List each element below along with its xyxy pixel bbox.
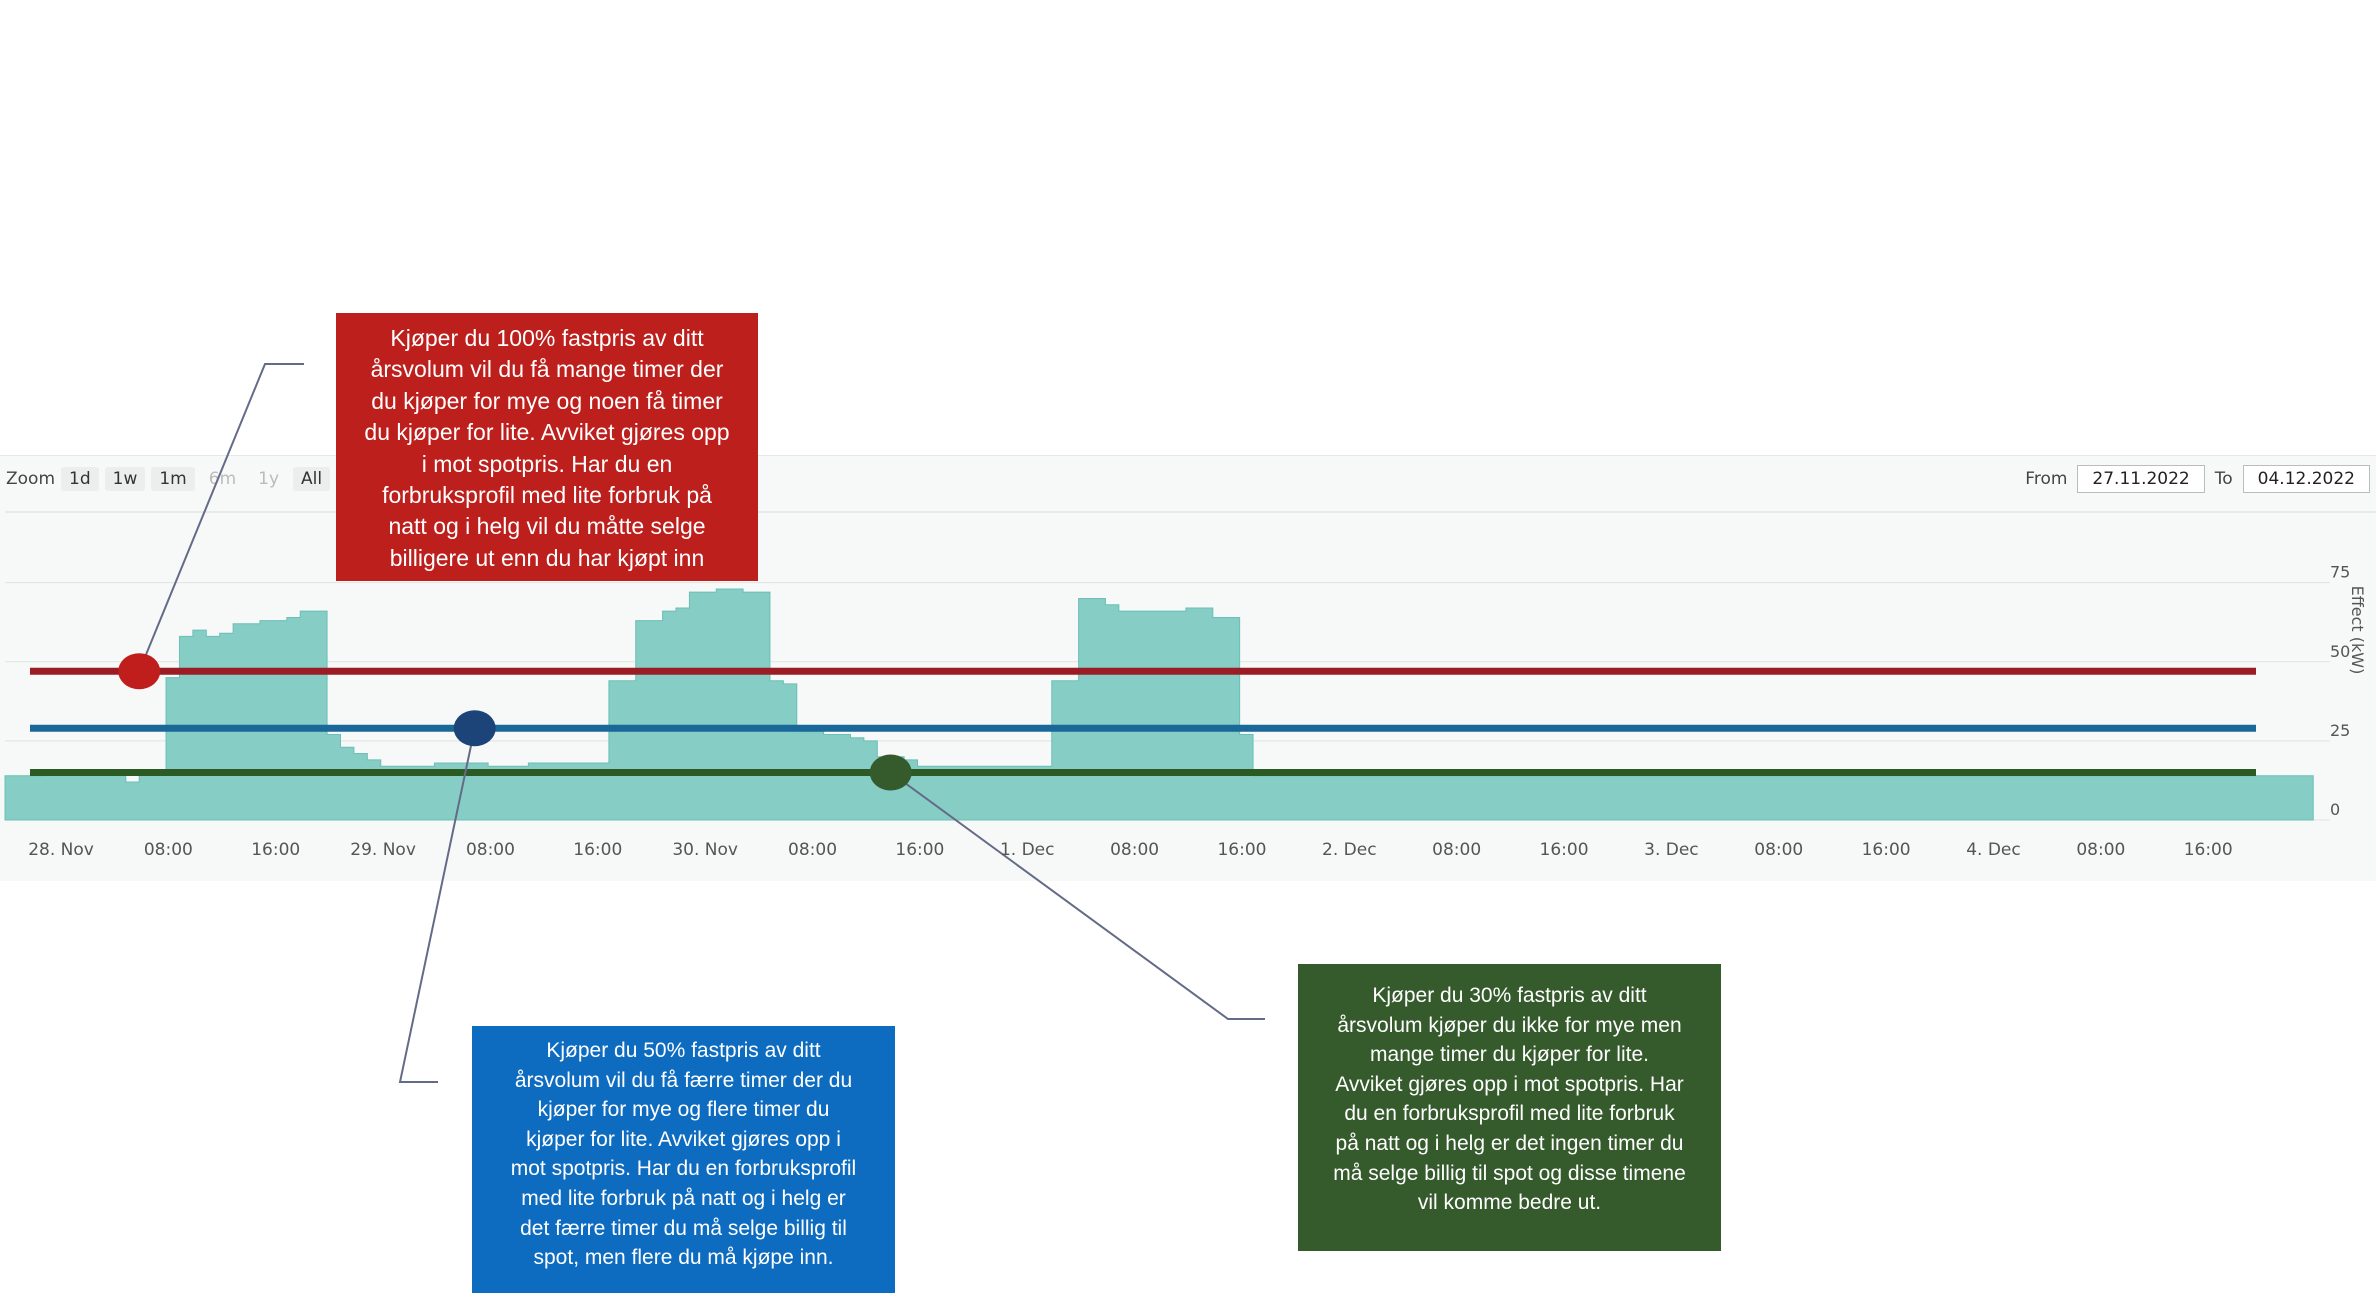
- zoom-1w-button[interactable]: 1w: [104, 467, 146, 491]
- zoom-1m-button[interactable]: 1m: [151, 467, 195, 491]
- x-tick-label: 30. Nov: [672, 840, 738, 860]
- y-tick-label: 0: [2330, 800, 2340, 819]
- x-tick-label: 16:00: [573, 840, 622, 860]
- callout-line: mot spotpris. Har du en forbruksprofil: [510, 1157, 857, 1181]
- callout-line: spot, men flere du må kjøpe inn.: [533, 1246, 834, 1270]
- marker-30-percent: [869, 754, 912, 791]
- zoom-1y-button[interactable]: 1y: [258, 469, 280, 489]
- from-date-input[interactable]: 27.11.2022: [2077, 465, 2205, 493]
- y-tick-label: 50: [2330, 642, 2350, 661]
- marker-50-percent: [453, 710, 496, 747]
- leader-line-30-percent: [890, 771, 1265, 1020]
- callout-line: med lite forbruk på natt og i helg er: [521, 1186, 846, 1210]
- x-tick-label: 28. Nov: [28, 840, 94, 860]
- callout-line: på natt og i helg er det ingen timer du: [1335, 1131, 1684, 1155]
- callout-line: du kjøper for mye og noen få timer: [371, 387, 723, 414]
- x-tick-label: 16:00: [895, 840, 944, 860]
- callout-line: du en forbruksprofil med lite forbruk: [1344, 1102, 1675, 1126]
- to-label: To: [2214, 469, 2233, 489]
- callout-line: natt og i helg vil du måtte selge: [388, 513, 706, 540]
- leader-line-100-percent: [138, 363, 304, 672]
- x-tick-label: 3. Dec: [1644, 840, 1699, 860]
- x-tick-label: 08:00: [1754, 840, 1803, 860]
- x-tick-label: 1. Dec: [1000, 840, 1055, 860]
- callout-line: mange timer du kjøper for lite.: [1370, 1043, 1649, 1067]
- callout-50-percent: Kjøper du 50% fastpris av ditt årsvolum …: [472, 1026, 895, 1293]
- x-tick-label: 16:00: [1540, 840, 1589, 860]
- zoom-all-button[interactable]: All: [293, 467, 331, 491]
- callout-line: du kjøper for lite. Avviket gjøres opp: [364, 419, 730, 446]
- x-tick-label: 16:00: [1217, 840, 1266, 860]
- zoom-toolbar: Zoom 1d 1w 1m 6m 1y All: [0, 463, 336, 495]
- callout-line: Avviket gjøres opp i mot spotpris. Har: [1335, 1072, 1684, 1096]
- to-date-input[interactable]: 04.12.2022: [2242, 465, 2370, 493]
- x-tick-label: 16:00: [1862, 840, 1911, 860]
- x-tick-label: 4. Dec: [1966, 840, 2021, 860]
- zoom-1d-button[interactable]: 1d: [61, 467, 99, 491]
- callout-line: i mot spotpris. Har du en: [421, 450, 673, 477]
- x-tick-label: 2. Dec: [1322, 840, 1377, 860]
- marker-100-percent: [118, 653, 161, 690]
- callout-line: Kjøper du 30% fastpris av ditt: [1372, 984, 1647, 1007]
- x-tick-label: 08:00: [466, 840, 515, 860]
- callout-line: billigere ut enn du har kjøpt inn: [389, 544, 705, 571]
- leader-line-50-percent: [398, 728, 476, 1083]
- from-label: From: [2025, 469, 2068, 489]
- consumption-area: [4, 588, 2314, 821]
- callout-line: Kjøper du 100% fastpris av ditt: [390, 325, 704, 351]
- x-tick-label: 29. Nov: [350, 840, 416, 860]
- callout-line: det færre timer du må selge billig til: [520, 1216, 847, 1240]
- x-tick-label: 08:00: [788, 840, 837, 860]
- date-range-selector: From 27.11.2022 To 04.12.2022: [2025, 463, 2376, 495]
- callout-30-percent: Kjøper du 30% fastpris av ditt årsvolum …: [1298, 964, 1721, 1251]
- x-tick-label: 08:00: [1110, 840, 1159, 860]
- callout-line: forbruksprofil med lite forbruk på: [382, 482, 712, 509]
- x-tick-label: 16:00: [251, 840, 300, 860]
- y-tick-label: 75: [2330, 563, 2350, 582]
- y-tick-label: 25: [2330, 721, 2350, 740]
- y-axis-title: Effect (kW): [2348, 586, 2367, 675]
- callout-line: vil komme bedre ut.: [1417, 1191, 1602, 1215]
- callout-line: kjøper for mye og flere timer du: [537, 1098, 830, 1122]
- x-tick-label: 08:00: [1432, 840, 1481, 860]
- callout-line: kjøper for lite. Avviket gjøres opp i: [526, 1127, 841, 1151]
- zoom-label: Zoom: [6, 469, 56, 489]
- callout-line: Kjøper du 50% fastpris av ditt: [546, 1039, 821, 1062]
- callout-100-percent: Kjøper du 100% fastpris av ditt årsvolum…: [336, 313, 758, 581]
- x-tick-label: 08:00: [2076, 840, 2125, 860]
- callout-line: må selge billig til spot og disse timene: [1333, 1161, 1686, 1185]
- callout-line: årsvolum kjøper du ikke for mye men: [1337, 1013, 1682, 1037]
- callout-line: årsvolum vil du få færre timer der du: [514, 1068, 853, 1092]
- x-tick-label: 08:00: [144, 840, 193, 860]
- callout-line: årsvolum vil du få mange timer der: [370, 356, 724, 383]
- x-tick-label: 16:00: [2184, 840, 2233, 860]
